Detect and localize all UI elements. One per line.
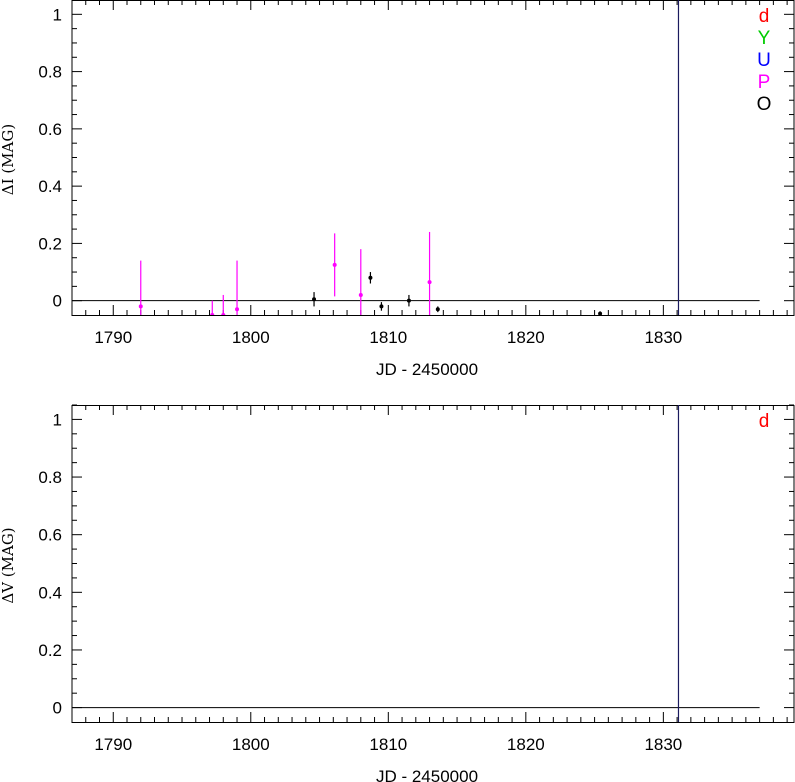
panel1-point-p — [358, 292, 363, 297]
panel1-legend-y: Y — [758, 28, 771, 49]
panel1-x-axis-label: JD - 2450000 — [376, 360, 478, 379]
panel1-y-tick-label: 0 — [53, 292, 62, 311]
panel2-y-tick-label: 0.6 — [38, 526, 62, 545]
panel1-x-tick-label: 1810 — [369, 328, 407, 347]
panel1-point-o — [406, 298, 411, 303]
panel1-legend-o: O — [757, 94, 772, 115]
panel1-point-o — [368, 275, 373, 280]
panel2-y-axis-label: ΔV (MAG) — [0, 527, 17, 603]
panel2-plot: 1790 1800 1810 1820 1830 0 0.2 0.4 0.6 0.8 1 JD - 2… — [0, 404, 795, 782]
panel1-plot-frame — [71, 0, 795, 316]
panel2-x-axis-label: JD - 2450000 — [376, 767, 478, 782]
panel1-point-p — [138, 304, 143, 309]
panel2-x-tick-label: 1800 — [232, 735, 270, 754]
panel1-point-p — [221, 313, 226, 315]
panel1-point-o — [379, 304, 384, 309]
panel1-point-o — [435, 307, 440, 312]
panel2-y-tick-label: 0.8 — [38, 468, 62, 487]
panel1-point-p — [235, 307, 240, 312]
panel2-y-tick-label: 0 — [53, 699, 62, 718]
panel2-y-tick-label: 0.2 — [38, 641, 62, 660]
panel2-x-tick-label: 1820 — [507, 735, 545, 754]
panel2-plot-frame — [71, 405, 795, 723]
panel1-x-tick-label: 1830 — [644, 328, 682, 347]
panel1-data — [138, 231, 603, 315]
panel1-legend-p: P — [758, 72, 771, 93]
panel1-y-tick-label: 0.8 — [38, 63, 62, 82]
panel1-y-tick-label: 1 — [53, 5, 62, 24]
panel1-point-p — [427, 280, 432, 285]
panel1-y-tick-label: 0.2 — [38, 234, 62, 253]
panel1-y-tick-label: 0.6 — [38, 120, 62, 139]
panel1-y-tick-label: 0.4 — [38, 177, 62, 196]
panel2-y-tick-label: 0.4 — [38, 583, 62, 602]
panel1-point-o — [598, 311, 603, 315]
panel1-legend-d: d — [759, 6, 770, 27]
panel2-x-tick-label: 1830 — [644, 735, 682, 754]
panel1-point-p — [332, 262, 337, 267]
panel2-x-tick-label: 1810 — [369, 735, 407, 754]
panel1-x-tick-label: 1790 — [94, 328, 132, 347]
panel1-legend-u: U — [757, 50, 771, 71]
panel1-x-tick-label: 1800 — [232, 328, 270, 347]
panel2-x-tick-label: 1790 — [94, 735, 132, 754]
panel1-point-p — [210, 313, 215, 315]
panel1-x-tick-label: 1820 — [507, 328, 545, 347]
panel1-y-axis-label: ΔI (MAG) — [0, 124, 17, 195]
panel2-y-tick-label: 1 — [53, 410, 62, 429]
panel1-plot: 1790 1800 1810 1820 1830 0 0.2 0.4 0.6 0.8 1 JD - 2… — [0, 0, 795, 379]
panel1-point-o — [312, 297, 317, 302]
panel2-legend-d: d — [759, 411, 770, 432]
